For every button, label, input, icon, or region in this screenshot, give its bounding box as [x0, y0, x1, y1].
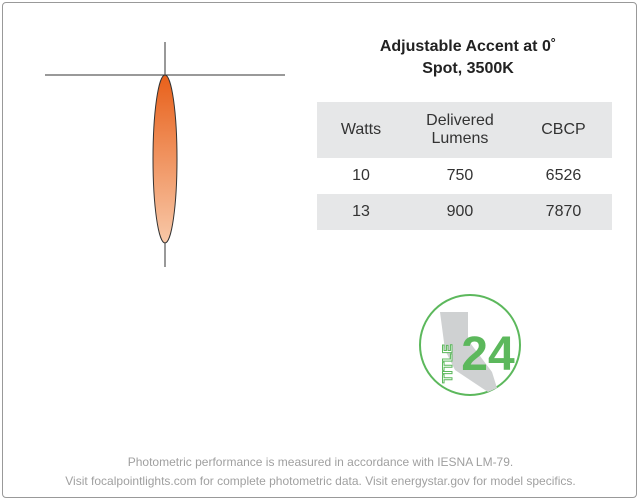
logo-word: TITLE — [439, 344, 455, 383]
cell: 13 — [317, 194, 405, 230]
beam-shape — [153, 75, 177, 243]
cell: 900 — [405, 194, 515, 230]
footer-line: Photometric performance is measured in a… — [0, 455, 641, 469]
column-header: Watts — [317, 102, 405, 158]
table-row: 10 750 6526 — [317, 158, 612, 194]
footer-line: Visit focalpointlights.com for complete … — [0, 474, 641, 488]
header-row: Watts Delivered Lumens CBCP — [317, 102, 612, 158]
title24-logo: TITLE 24 — [420, 295, 520, 395]
column-header: Delivered Lumens — [405, 102, 515, 158]
title-line: Adjustable Accent at 0˚ — [318, 38, 618, 56]
cell: 7870 — [515, 194, 612, 230]
title-line: Spot, 3500K — [318, 60, 618, 78]
table-row: 13 900 7870 — [317, 194, 612, 230]
cell: 10 — [317, 158, 405, 194]
column-header: CBCP — [515, 102, 612, 158]
logo-number: 24 — [461, 328, 515, 381]
cell: 750 — [405, 158, 515, 194]
data-table: Watts Delivered Lumens CBCP 10 750 6526 … — [317, 102, 612, 230]
cell: 6526 — [515, 158, 612, 194]
